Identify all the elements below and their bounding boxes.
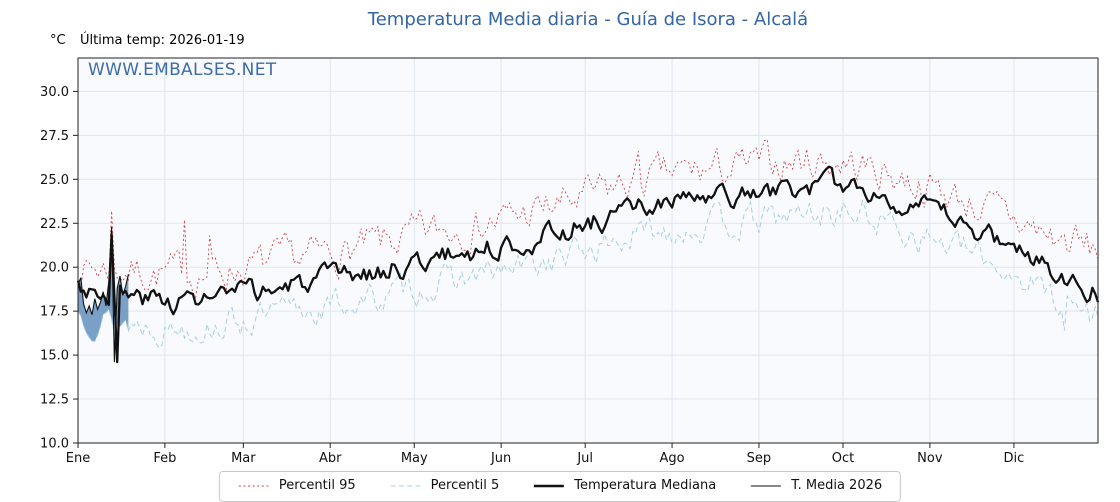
x-tick-label: Feb <box>153 451 176 466</box>
y-tick-label: 25.0 <box>40 173 69 188</box>
legend-item-temperatura-mediana: Temperatura Mediana <box>533 478 716 493</box>
legend-item-t-media-2026: T. Media 2026 <box>750 478 882 493</box>
x-tick-label: May <box>401 451 428 466</box>
x-tick-label: Dic <box>1004 451 1025 466</box>
x-tick-label: Jul <box>576 451 593 466</box>
series-line-percentil-95 <box>77 138 1099 299</box>
legend-label: Percentil 95 <box>278 478 356 493</box>
series-line-percentil-5 <box>77 199 1099 349</box>
legend-line-sample <box>751 484 782 487</box>
y-tick-label: 12.5 <box>40 393 69 408</box>
legend-line-sample <box>390 484 421 487</box>
series-line-t-media-2026 <box>77 226 129 363</box>
y-tick-label: 15.0 <box>40 349 69 364</box>
legend-line-sample <box>238 484 269 487</box>
series-line-temperatura-mediana <box>76 165 1100 364</box>
plot-border <box>77 57 1099 444</box>
x-tick-label: Oct <box>832 451 854 466</box>
y-axis-unit-label: °C <box>50 33 66 48</box>
legend-item-percentil-5: Percentil 5 <box>390 478 500 493</box>
x-tick-label: Jun <box>490 451 511 466</box>
y-tick-label: 27.5 <box>40 129 69 144</box>
legend-line-sample <box>534 484 565 487</box>
last-temp-note: Última temp: 2026-01-19 <box>80 33 245 48</box>
x-tick-label: Mar <box>231 451 256 466</box>
x-tick-label: Ago <box>660 451 685 466</box>
y-tick-label: 10.0 <box>40 437 69 452</box>
y-tick-label: 20.0 <box>40 261 69 276</box>
legend: Percentil 95 Percentil 5 Temperatura Media… <box>218 471 902 502</box>
legend-label: Temperatura Mediana <box>574 478 717 493</box>
chart-title: Temperatura Media diaria - Guía de Isora… <box>367 9 809 30</box>
x-tick-label: Sep <box>747 451 772 466</box>
legend-label: T. Media 2026 <box>791 478 883 493</box>
x-tick-label: Abr <box>319 451 342 466</box>
x-tick-label: Nov <box>917 451 943 466</box>
x-tick-label: Ene <box>66 451 90 466</box>
y-tick-label: 22.5 <box>40 217 69 232</box>
legend-item-percentil-95: Percentil 95 <box>238 478 356 493</box>
watermark: WWW.EMBALSES.NET <box>88 60 277 80</box>
y-tick-label: 30.0 <box>40 85 69 100</box>
legend-label: Percentil 5 <box>430 478 500 493</box>
y-tick-label: 17.5 <box>40 305 69 320</box>
